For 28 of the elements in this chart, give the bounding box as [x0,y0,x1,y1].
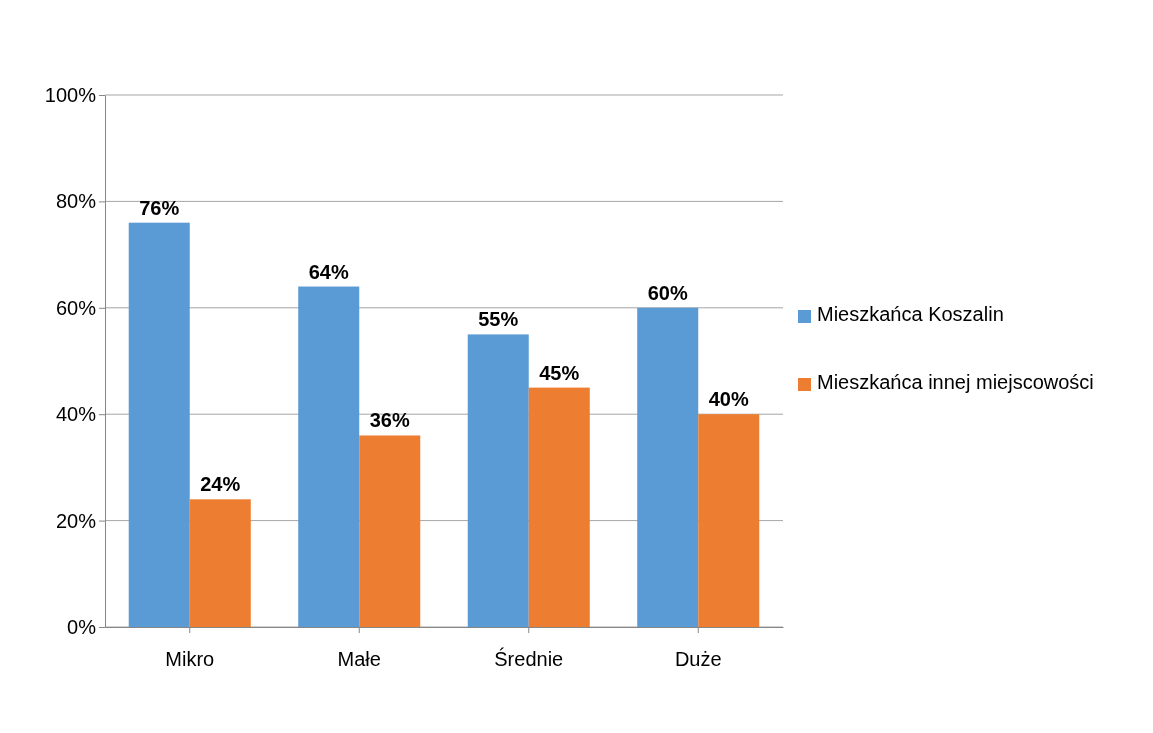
y-tick-label: 80% [55,190,97,213]
bar [189,499,251,627]
bar [298,286,360,627]
legend-label: Mieszkańca innej miejscowości [817,371,1094,393]
data-label: 76% [139,196,180,219]
bar [528,387,590,627]
bar [467,334,529,627]
x-tick-label: Małe [337,648,381,670]
data-label: 55% [478,308,519,331]
data-label: 36% [369,409,410,432]
y-tick-label: 40% [55,403,97,426]
x-tick-label: Średnie [494,647,564,670]
bar [698,414,760,627]
y-tick-label: 100% [44,83,97,106]
data-label: 45% [539,361,580,384]
x-tick-label: Duże [674,648,722,670]
y-tick-label: 20% [55,509,97,532]
y-tick-label: 60% [55,296,97,319]
bar [637,307,699,627]
data-label: 24% [200,473,241,496]
data-label: 60% [647,281,688,304]
data-label: 40% [708,388,749,411]
y-tick-label: 0% [67,615,97,638]
legend-label: Mieszkańca Koszalin [817,303,1004,325]
bar [128,222,190,627]
x-tick-label: Mikro [165,648,215,670]
data-label: 64% [308,260,349,283]
bar [359,435,421,627]
